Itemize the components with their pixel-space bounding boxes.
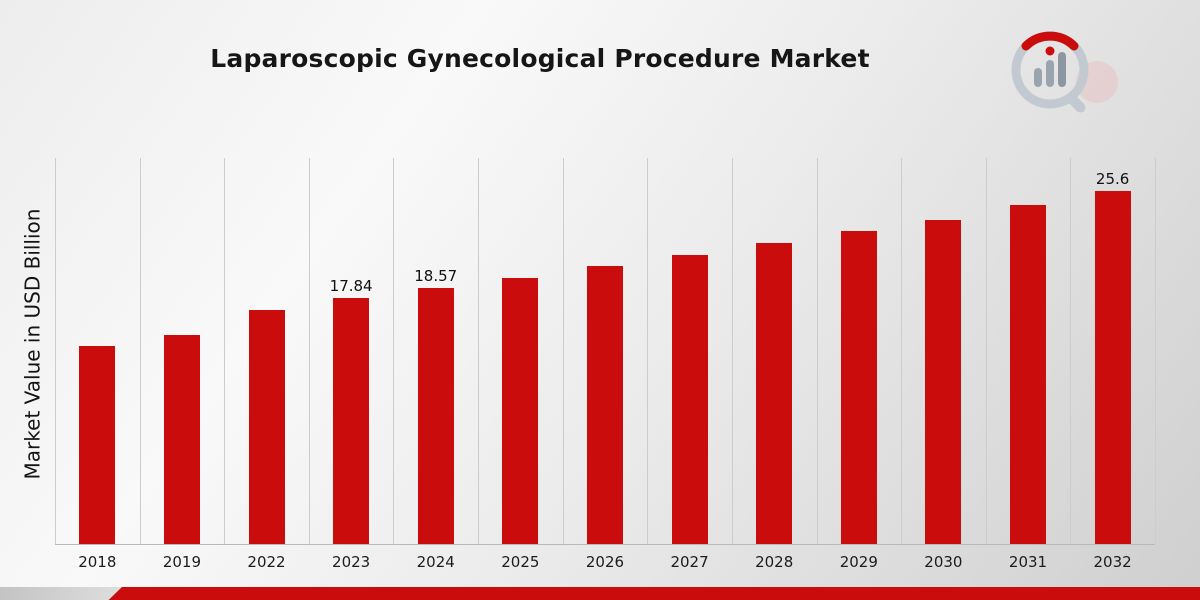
- bar-2029: [840, 231, 877, 544]
- x-tick-label: 2032: [1093, 553, 1132, 571]
- bar-column: [901, 158, 986, 544]
- bar-column: [140, 158, 225, 544]
- gridline: [816, 158, 818, 544]
- x-tick-label: 2023: [332, 553, 371, 571]
- bar-2018: [79, 345, 116, 544]
- x-tick-label: 2022: [247, 553, 286, 571]
- logo-bar-tall: [1058, 52, 1066, 87]
- bar-column: [986, 158, 1071, 544]
- bar-column: 17.84: [309, 158, 394, 544]
- bar-2025: [502, 277, 539, 544]
- bar-value-label: 25.6: [1095, 170, 1130, 189]
- bar-column: [224, 158, 309, 544]
- gridline: [1070, 158, 1072, 544]
- x-tick-label: 2030: [924, 553, 963, 571]
- bar-column: [647, 158, 732, 544]
- x-axis-ticks: 2018 2019 2022 2023 2024 2025 2026 2027 2028 2029…: [55, 544, 1155, 571]
- gridline: [901, 158, 903, 544]
- gridline: [478, 158, 480, 544]
- bar-2031: [1010, 204, 1046, 544]
- gridline: [985, 158, 987, 544]
- brand-logo-icon: [1011, 31, 1118, 113]
- gridline: [1155, 158, 1156, 544]
- bar-column: 25.6: [1070, 158, 1155, 544]
- bar-2032: [1094, 191, 1131, 544]
- bar-value-label: 18.57: [414, 267, 458, 285]
- x-tick-label: 2026: [585, 553, 625, 571]
- bar-2026: [586, 265, 623, 544]
- x-tick-label: 2027: [670, 553, 709, 571]
- bars-container: 17.84 18.57 25.6: [55, 158, 1155, 544]
- bar-column: [55, 158, 140, 544]
- bar-2023: [333, 298, 370, 544]
- gridline: [139, 158, 141, 544]
- chart-title: Laparoscopic Gynecological Procedure Mar…: [210, 44, 870, 73]
- bar-column: [732, 158, 817, 544]
- bar-value-label: 17.84: [329, 277, 373, 296]
- bar-2024: [417, 288, 454, 544]
- bar-column: [563, 158, 648, 544]
- bar-2019: [163, 335, 200, 544]
- x-tick-label: 2028: [755, 553, 794, 571]
- bar-column: [816, 158, 901, 544]
- bar-2027: [671, 254, 708, 544]
- x-tick-label: 2025: [501, 553, 540, 571]
- gridline: [308, 158, 310, 544]
- gridline: [647, 158, 649, 544]
- bar-2022: [248, 309, 285, 544]
- x-tick-label: 2019: [162, 553, 201, 571]
- logo-dot: [1045, 46, 1055, 56]
- gridline: [731, 158, 733, 544]
- gridline: [562, 158, 564, 544]
- gridline: [393, 158, 395, 544]
- y-axis-label: Market Value in USD Billion: [20, 208, 45, 480]
- x-tick-label: 2031: [1008, 553, 1048, 571]
- bar-column: 18.57: [393, 158, 478, 544]
- gridline: [55, 158, 56, 544]
- x-tick-label: 2029: [839, 553, 878, 571]
- footer-stripe: [0, 587, 1200, 600]
- plot-area: 17.84 18.57 25.6 2018 2019 2022 2023 2024 2025 2…: [55, 158, 1156, 571]
- bar-column: [478, 158, 563, 544]
- logo-magnifier-handle: [1067, 94, 1086, 113]
- bar-2028: [756, 242, 793, 544]
- gridline: [224, 158, 226, 544]
- x-tick-label: 2024: [416, 553, 455, 571]
- footer-wedge: [0, 587, 122, 600]
- logo-red-arc: [1021, 31, 1079, 51]
- bar-2030: [925, 220, 962, 544]
- logo-bar-mid: [1046, 60, 1054, 87]
- x-tick-label: 2018: [78, 553, 117, 571]
- logo-bar-short: [1034, 68, 1042, 87]
